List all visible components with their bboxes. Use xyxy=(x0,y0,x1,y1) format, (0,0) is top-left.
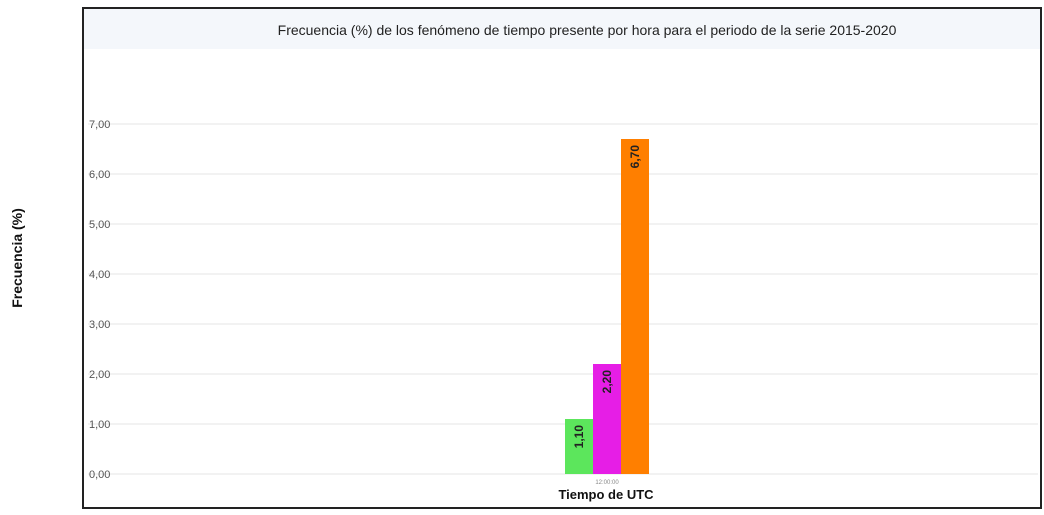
grid-layer xyxy=(88,123,1038,475)
bar-layer: 1,10 2,20 6,70 xyxy=(565,139,649,474)
bar-data-label: 2,20 xyxy=(600,370,614,394)
y-tick-label: 1,00 xyxy=(89,419,110,431)
bar xyxy=(621,139,649,474)
bar xyxy=(565,419,593,474)
y-axis-label: Frecuencia (%) xyxy=(9,208,25,308)
x-tick-label: 12:00:00 xyxy=(595,480,619,486)
x-tick-layer: 12:00:00 xyxy=(595,480,619,486)
x-axis-label: Tiempo de UTC xyxy=(558,487,654,502)
y-tick-label: 3,00 xyxy=(89,319,110,331)
y-tick-label: 7,00 xyxy=(89,119,110,131)
y-tick-label: 0,00 xyxy=(89,469,110,481)
y-tick-label: 2,00 xyxy=(89,369,110,381)
y-tick-label: 6,00 xyxy=(89,169,110,181)
bar-data-label: 1,10 xyxy=(572,425,586,449)
bar xyxy=(593,364,621,474)
chart-frame xyxy=(82,7,1042,509)
bar-data-label: 6,70 xyxy=(628,145,642,169)
y-tick-label: 4,00 xyxy=(89,269,110,281)
chart-title: Frecuencia (%) de los fenómeno de tiempo… xyxy=(278,22,897,38)
y-tick-layer: 0,00 1,00 2,00 3,00 4,00 5,00 6,00 7,00 xyxy=(89,119,110,481)
y-tick-label: 5,00 xyxy=(89,219,110,231)
title-bar xyxy=(84,9,1040,49)
